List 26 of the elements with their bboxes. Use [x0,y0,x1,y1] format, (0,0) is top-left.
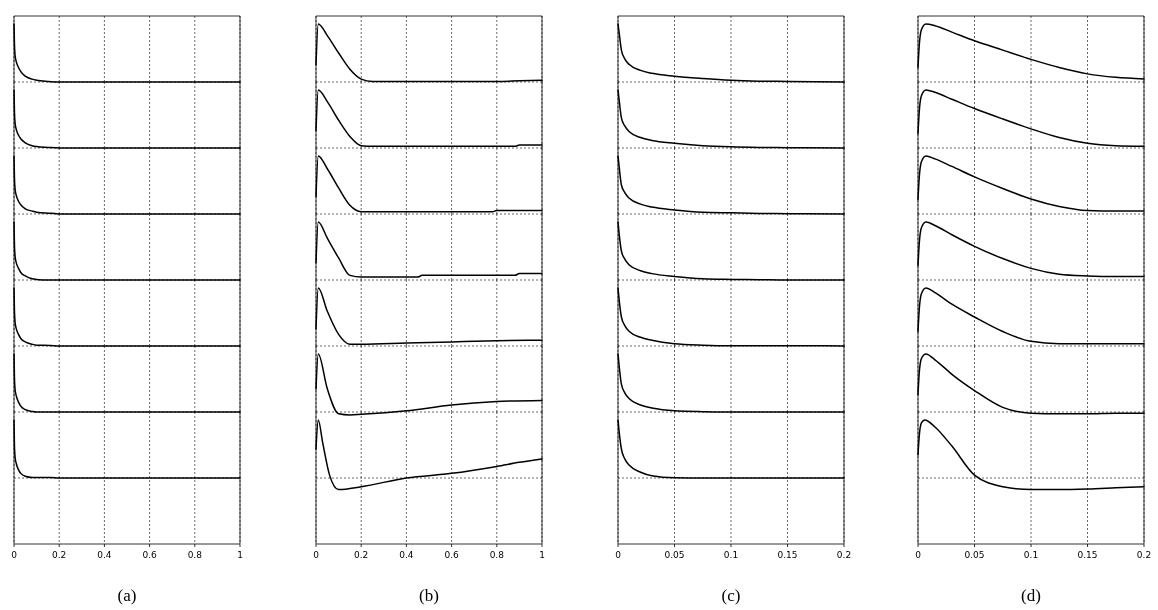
x-tick-label: 0.6 [142,550,158,560]
x-tick-label: 0 [11,550,18,560]
x-tick-label: 0.2 [354,550,369,560]
x-tick-label: 0 [915,550,922,560]
x-tick-label: 0.4 [399,550,414,560]
x-axis-title: (b) [419,586,439,605]
x-tick-label: 0.1 [1023,550,1039,560]
x-axis-title: (a) [117,586,137,605]
x-tick-label: 0.15 [777,550,798,560]
x-tick-label: 0.8 [187,550,203,560]
x-tick-label: 0.4 [97,550,112,560]
x-tick-label: 0 [615,550,622,560]
x-tick-label: 1 [539,550,545,560]
x-tick-label: 0.2 [836,550,852,560]
x-tick-label: 0 [313,550,320,560]
x-tick-label: 0.1 [723,550,739,560]
x-tick-label: 0.15 [1077,550,1098,560]
x-tick-label: 1 [237,550,243,560]
x-tick-label: 0.05 [964,550,985,560]
x-tick-label: 0.2 [52,550,67,560]
x-tick-label: 0.8 [489,550,505,560]
x-tick-label: 0.05 [664,550,685,560]
x-tick-label: 0.2 [1136,550,1152,560]
x-axis-title: (c) [721,586,741,605]
x-axis-title: (d) [1021,586,1041,605]
x-tick-label: 0.6 [444,550,460,560]
